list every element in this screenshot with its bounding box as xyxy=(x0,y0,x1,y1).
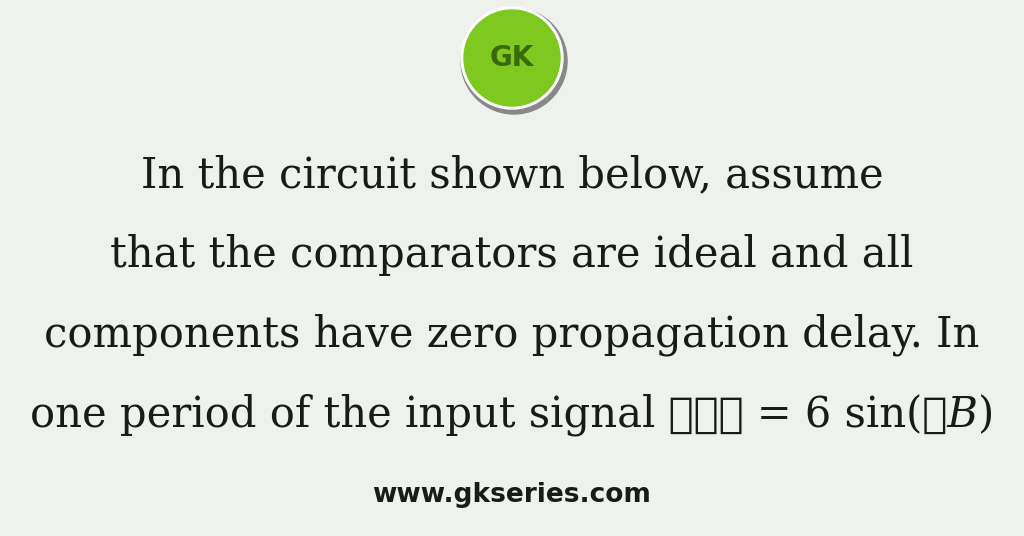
Text: that the comparators are ideal and all: that the comparators are ideal and all xyxy=(111,234,913,276)
Circle shape xyxy=(461,7,563,109)
Text: components have zero propagation delay. In: components have zero propagation delay. … xyxy=(44,314,980,356)
Text: In the circuit shown below, assume: In the circuit shown below, assume xyxy=(140,154,884,196)
Text: GK: GK xyxy=(489,44,535,72)
Text: www.gkseries.com: www.gkseries.com xyxy=(373,482,651,508)
Circle shape xyxy=(464,10,560,106)
Circle shape xyxy=(461,8,567,114)
Text: one period of the input signal 𝐕𝐢𝐧 = 6 sin(𝜎𝐵): one period of the input signal 𝐕𝐢𝐧 = 6 s… xyxy=(30,394,994,436)
